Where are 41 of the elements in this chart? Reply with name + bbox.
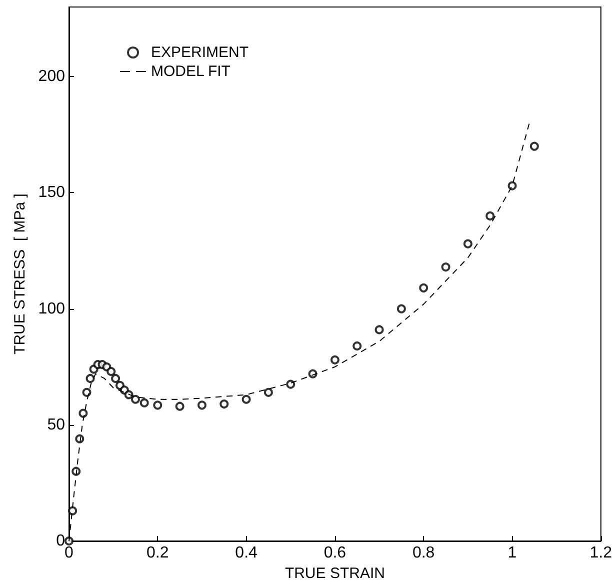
point bbox=[396, 304, 406, 314]
point bbox=[352, 341, 362, 350]
point bbox=[264, 388, 273, 397]
point bbox=[220, 400, 229, 409]
point bbox=[508, 181, 517, 190]
x-tick-label: 0.4 bbox=[235, 544, 258, 562]
point bbox=[153, 400, 162, 410]
y-axis-title: TRUE STRESS [ MPa ] bbox=[11, 194, 28, 354]
point bbox=[419, 283, 428, 292]
y-tick-label: 100 bbox=[38, 300, 66, 318]
legend-label: MODEL FIT bbox=[151, 63, 230, 80]
x-tick-label: 0.6 bbox=[324, 544, 346, 562]
point bbox=[64, 536, 74, 546]
point bbox=[286, 380, 296, 389]
point bbox=[197, 400, 206, 410]
point bbox=[82, 388, 92, 397]
point bbox=[374, 325, 384, 334]
point bbox=[530, 142, 539, 151]
point bbox=[78, 408, 88, 418]
y-tick-label: 150 bbox=[38, 184, 66, 202]
point bbox=[106, 367, 116, 376]
y-tick-label: 200 bbox=[38, 68, 66, 86]
x-axis-title: TRUE STRAIN bbox=[284, 564, 385, 582]
x-tick-label: 0.2 bbox=[146, 544, 169, 562]
point bbox=[86, 374, 95, 383]
point bbox=[330, 355, 340, 364]
x-tick-label: 1.2 bbox=[590, 544, 612, 562]
x-tick-label: 1 bbox=[508, 544, 517, 562]
y-tick-label: 0 bbox=[56, 532, 66, 550]
legend-label: EXPERIMENT bbox=[151, 44, 249, 61]
x-tick-label: 0.8 bbox=[412, 544, 435, 562]
point bbox=[463, 239, 472, 248]
point bbox=[175, 402, 184, 411]
point bbox=[130, 394, 140, 404]
point bbox=[486, 211, 495, 220]
point bbox=[242, 394, 251, 404]
point bbox=[140, 398, 149, 408]
y-tick-label: 50 bbox=[47, 416, 66, 434]
point bbox=[441, 262, 450, 272]
point bbox=[68, 506, 78, 516]
point bbox=[111, 374, 120, 383]
